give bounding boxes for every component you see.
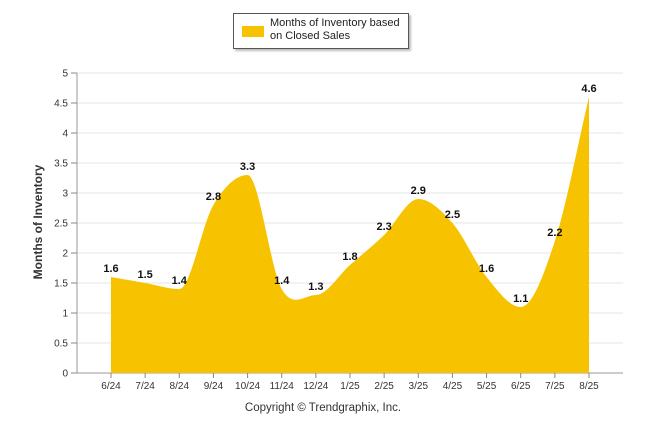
data-label: 1.4 bbox=[172, 275, 188, 287]
y-tick-label: 5 bbox=[62, 69, 68, 80]
y-tick-label: 4.5 bbox=[54, 99, 68, 110]
x-tick-label: 5/25 bbox=[477, 381, 497, 392]
legend-label: Months of Inventory based on Closed Sale… bbox=[270, 17, 400, 42]
y-tick-label: 1.5 bbox=[54, 279, 68, 290]
x-tick-label: 11/24 bbox=[270, 381, 295, 392]
y-tick-label: 1 bbox=[62, 309, 68, 320]
y-tick-label: 0 bbox=[62, 369, 68, 380]
y-tick-label: 4 bbox=[62, 129, 68, 140]
data-label: 2.8 bbox=[206, 191, 221, 203]
data-label: 2.3 bbox=[376, 221, 391, 233]
data-label: 1.1 bbox=[513, 293, 528, 305]
y-axis-title: Months of Inventory bbox=[31, 164, 45, 280]
legend: Months of Inventory based on Closed Sale… bbox=[233, 13, 409, 49]
x-tick-label: 7/24 bbox=[135, 381, 155, 392]
data-label: 2.5 bbox=[445, 209, 460, 221]
x-tick-label: 8/24 bbox=[170, 381, 190, 392]
data-label: 1.6 bbox=[479, 263, 494, 275]
data-label: 4.6 bbox=[581, 83, 596, 95]
data-label: 3.3 bbox=[240, 161, 255, 173]
x-tick-label: 6/25 bbox=[511, 381, 531, 392]
data-label: 1.3 bbox=[308, 281, 323, 293]
x-tick-label: 6/24 bbox=[101, 381, 121, 392]
x-tick-label: 7/25 bbox=[545, 381, 565, 392]
x-tick-label: 8/25 bbox=[579, 381, 599, 392]
x-tick-label: 3/25 bbox=[409, 381, 429, 392]
data-label: 1.8 bbox=[342, 251, 357, 263]
data-label: 1.5 bbox=[137, 269, 152, 281]
x-tick-label: 10/24 bbox=[235, 381, 260, 392]
y-tick-label: 2 bbox=[62, 249, 68, 260]
data-label: 1.6 bbox=[103, 263, 118, 275]
y-tick-label: 0.5 bbox=[54, 339, 68, 350]
x-tick-label: 1/25 bbox=[340, 381, 360, 392]
series-area bbox=[111, 97, 589, 373]
data-label: 2.2 bbox=[547, 227, 562, 239]
y-tick-label: 3 bbox=[62, 189, 68, 200]
x-tick-label: 12/24 bbox=[303, 381, 328, 392]
x-tick-label: 4/25 bbox=[443, 381, 463, 392]
legend-swatch bbox=[242, 26, 264, 37]
x-tick-label: 9/24 bbox=[204, 381, 224, 392]
data-label: 1.4 bbox=[274, 275, 290, 287]
data-label: 2.9 bbox=[411, 185, 426, 197]
y-tick-label: 2.5 bbox=[54, 219, 68, 230]
copyright-footer: Copyright © Trendgraphix, Inc. bbox=[244, 402, 402, 414]
x-tick-label: 2/25 bbox=[374, 381, 394, 392]
y-tick-label: 3.5 bbox=[54, 159, 68, 170]
